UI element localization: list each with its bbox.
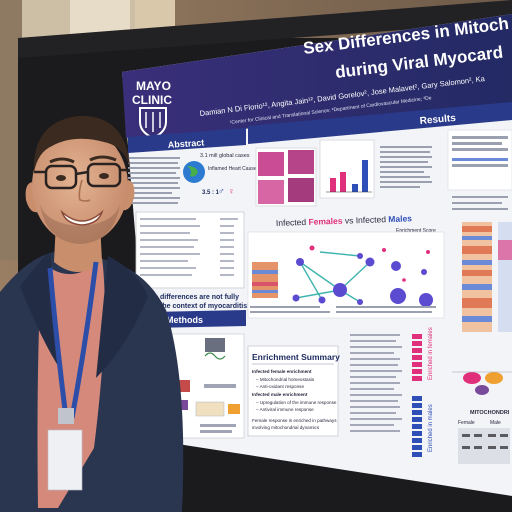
eyebrow-right <box>89 155 117 162</box>
hair <box>33 115 130 172</box>
histology-panel <box>255 147 317 207</box>
summary-line-5: – Upregulation of the immune response <box>256 400 337 405</box>
glasses <box>34 162 130 190</box>
presenter-person <box>0 115 184 512</box>
mitochondria-diagram <box>452 371 512 395</box>
results-heading: Results <box>419 113 456 127</box>
logo-text-bottom: CLINIC <box>132 93 172 107</box>
logo-text-top: MAYO <box>136 79 171 93</box>
beard-stubble <box>40 204 120 244</box>
summary-line-6: – Antiviral immune response <box>256 407 314 412</box>
mechanism-table <box>135 211 245 289</box>
eye-right <box>99 173 109 179</box>
summary-line-3: – Anti-oxidant response <box>256 384 304 389</box>
mitochondria-label: MITOCHONDRI <box>470 410 510 416</box>
context-text: the context of myocarditis! <box>160 303 249 310</box>
eyebrow-left <box>49 157 75 164</box>
enriched-in-males-label: Enriched in males <box>428 404 434 452</box>
lanyard <box>47 261 99 419</box>
curtain-left <box>0 0 22 260</box>
research-poster: MAYO CLINIC Sex Differences in Mitoch du… <box>122 14 512 496</box>
enrichment-score-label: Enrichment Score <box>396 228 436 234</box>
infected-label-prefix: Infected <box>276 217 309 228</box>
infected-vs-label: vs Infected <box>342 214 388 226</box>
abstract-heading: Abstract <box>167 137 204 150</box>
lanyard-clip <box>58 408 74 424</box>
male-column-label: Male <box>490 420 501 426</box>
enriched-in-females-label: Enriched in females <box>428 327 434 380</box>
stat-text: 3.1 mill global cases <box>200 153 250 159</box>
inflamed-heart-text: Inflamed Heart Caused by Virus <box>208 166 279 172</box>
pathway-list <box>350 334 402 432</box>
nose <box>78 179 91 202</box>
smile <box>60 209 104 226</box>
female-column-label: Female <box>458 420 475 426</box>
pathway-network-panel <box>247 231 445 319</box>
summary-line-1: Infected female enrichment <box>252 369 312 374</box>
infected-females-label: Females <box>308 216 343 227</box>
name-badge <box>47 429 83 491</box>
summary-line-2: – Mitochondrial homeostasis <box>256 377 315 382</box>
figure-caption-block <box>380 146 432 188</box>
enrichment-summary-heading: Enrichment Summary <box>252 352 340 362</box>
infected-males-label: Males <box>388 213 412 224</box>
gene-heatmap <box>462 222 492 332</box>
eye-left <box>56 175 66 181</box>
male-symbol-icon: ♂ <box>218 186 225 196</box>
enrichment-bars-male <box>412 396 422 457</box>
results-header-bar <box>248 102 512 144</box>
methods-header-bar <box>150 310 246 328</box>
summary-line-7: Female response is enriched in pathways <box>252 418 337 423</box>
abstract-body <box>128 157 180 204</box>
right-column: MITOCHONDRI Female Male <box>447 129 512 464</box>
female-symbol-icon: ♀ <box>228 186 235 196</box>
methods-diagram <box>171 333 245 439</box>
differences-text: differences are not fully <box>160 294 239 301</box>
enrichment-summary-box: Enrichment Summary Infected female enric… <box>247 345 340 437</box>
bar-chart-panel <box>319 139 375 199</box>
board-top-edge <box>18 0 512 58</box>
mechanism-table-rows <box>140 218 238 276</box>
poster-header <box>122 14 512 138</box>
summary-line-8: involving mitochondrial dynamics <box>252 425 320 430</box>
summary-line-4: Infected male enrichment <box>252 392 308 397</box>
ratio-text: 3.5 : 1 <box>202 190 220 196</box>
abstract-header-bar <box>128 128 246 153</box>
blazer-lapel-right <box>96 256 148 378</box>
methods-heading: Methods <box>166 315 203 325</box>
enrichment-bars-female <box>412 334 422 381</box>
infected-comparison-label: Infected Females vs Infected Males <box>276 213 413 228</box>
